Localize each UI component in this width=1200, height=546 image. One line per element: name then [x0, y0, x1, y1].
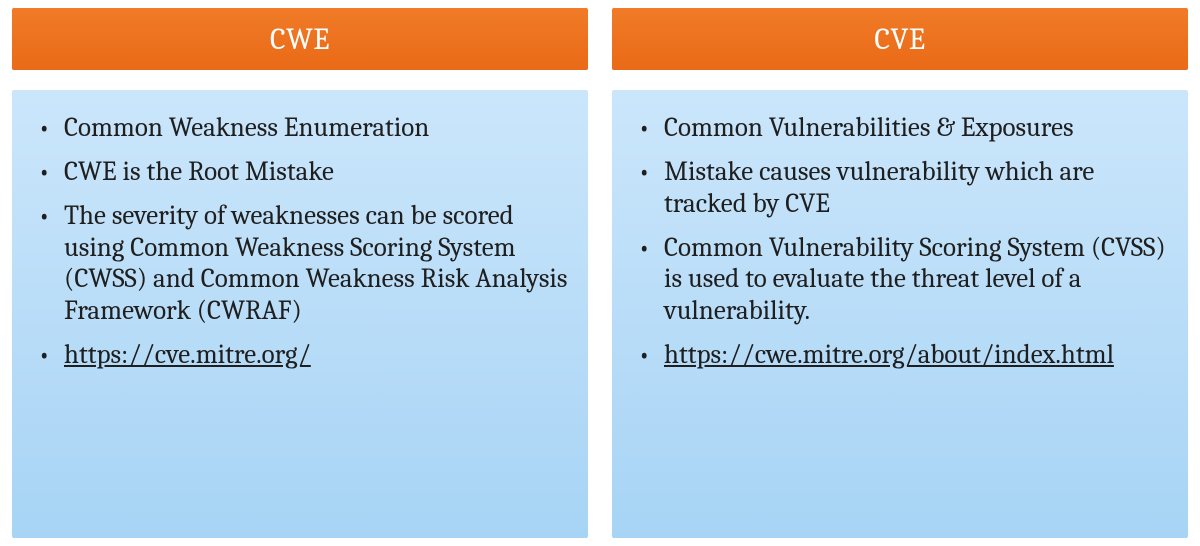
panel-cve-header: CVE	[612, 8, 1188, 70]
panel-cve: CVE Common Vulnerabilities & Exposures M…	[612, 8, 1188, 538]
list-item: Common Vulnerability Scoring System (CVS…	[638, 232, 1168, 328]
panel-cwe-body: Common Weakness Enumeration CWE is the R…	[12, 90, 588, 538]
panel-cwe-header: CWE	[12, 8, 588, 70]
panel-cve-list: Common Vulnerabilities & Exposures Mista…	[638, 112, 1168, 371]
list-item: Mistake causes vulnerability which are t…	[638, 156, 1168, 220]
panel-cve-title: CVE	[874, 22, 925, 57]
list-item-text: Mistake causes vulnerability which are t…	[664, 156, 1094, 219]
list-item-text: Common Vulnerability Scoring System (CVS…	[664, 232, 1166, 327]
panel-cwe: CWE Common Weakness Enumeration CWE is t…	[12, 8, 588, 538]
list-item: The severity of weaknesses can be scored…	[38, 200, 568, 327]
panel-cwe-list: Common Weakness Enumeration CWE is the R…	[38, 112, 568, 371]
list-item-text: CWE is the Root Mistake	[64, 156, 334, 187]
list-item: CWE is the Root Mistake	[38, 156, 568, 188]
panel-cwe-title: CWE	[270, 22, 330, 57]
list-item-link[interactable]: https://cve.mitre.org/	[38, 339, 568, 371]
list-item-link[interactable]: https://cwe.mitre.org/about/index.html	[638, 339, 1168, 371]
panel-cve-body: Common Vulnerabilities & Exposures Mista…	[612, 90, 1188, 538]
list-item-text: https://cve.mitre.org/	[64, 339, 311, 370]
list-item: Common Vulnerabilities & Exposures	[638, 112, 1168, 144]
list-item-text: The severity of weaknesses can be scored…	[64, 200, 567, 327]
list-item-text: Common Vulnerabilities & Exposures	[664, 112, 1074, 143]
list-item-text: https://cwe.mitre.org/about/index.html	[664, 339, 1114, 370]
list-item-text: Common Weakness Enumeration	[64, 112, 429, 143]
list-item: Common Weakness Enumeration	[38, 112, 568, 144]
